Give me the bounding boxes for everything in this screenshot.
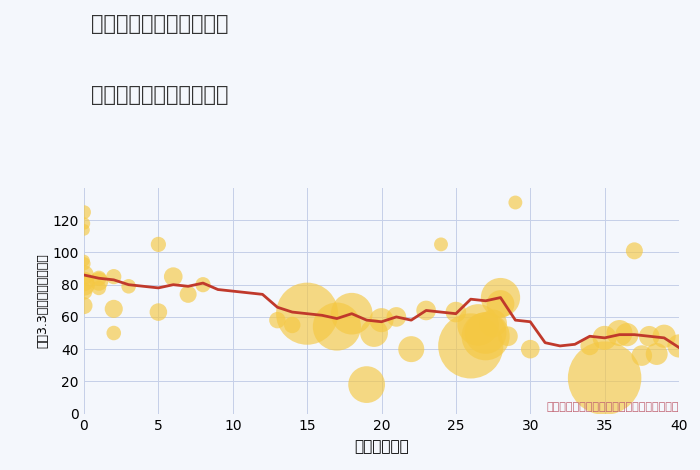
Point (503, 332, 514, 340)
Point (183, 290, 194, 298)
Point (78, 226, 90, 234)
Point (93, 274, 104, 282)
Point (622, 331, 633, 338)
Point (480, 329, 491, 337)
Point (153, 241, 164, 248)
Point (93, 278, 104, 285)
Point (421, 307, 432, 314)
Point (78, 219, 90, 227)
Point (78, 260, 90, 267)
Point (108, 273, 119, 281)
Point (673, 342, 685, 350)
Point (361, 381, 372, 388)
Point (510, 199, 521, 206)
Point (599, 334, 610, 342)
Point (636, 352, 648, 360)
X-axis label: 築年数（年）: 築年数（年） (354, 439, 409, 454)
Point (272, 316, 283, 324)
Point (168, 273, 179, 281)
Point (376, 316, 387, 324)
Point (78, 302, 90, 309)
Point (346, 310, 357, 317)
Point (614, 329, 625, 337)
Point (525, 345, 536, 353)
Point (78, 271, 90, 279)
Point (93, 284, 104, 292)
Point (435, 241, 447, 248)
Point (473, 321, 484, 329)
Point (78, 287, 90, 295)
Point (584, 342, 595, 350)
Y-axis label: 坪（3.3㎡）単価（万円）: 坪（3.3㎡）単価（万円） (36, 253, 49, 348)
Point (487, 320, 498, 327)
Point (108, 305, 119, 313)
Point (108, 329, 119, 337)
Point (629, 247, 640, 255)
Text: 築年数別中古戸建て価格: 築年数別中古戸建て価格 (91, 85, 228, 105)
Point (302, 310, 313, 317)
Point (197, 281, 209, 289)
Point (78, 208, 90, 216)
Point (78, 281, 90, 289)
Point (480, 332, 491, 340)
Point (287, 321, 298, 329)
Point (659, 332, 670, 340)
Point (495, 300, 506, 308)
Point (651, 350, 662, 358)
Point (406, 345, 417, 353)
Point (599, 375, 610, 382)
Point (391, 313, 402, 321)
Point (153, 308, 164, 316)
Point (331, 323, 342, 330)
Point (78, 257, 90, 264)
Point (450, 308, 461, 316)
Point (368, 329, 379, 337)
Point (123, 282, 134, 290)
Point (644, 332, 655, 340)
Text: 神奈川県小田原市鴨宮の: 神奈川県小田原市鴨宮の (91, 14, 228, 34)
Point (78, 278, 90, 285)
Text: 円の大きさは、取引のあった物件面積を示す: 円の大きさは、取引のあった物件面積を示す (547, 402, 679, 412)
Point (465, 342, 476, 350)
Point (495, 294, 506, 301)
